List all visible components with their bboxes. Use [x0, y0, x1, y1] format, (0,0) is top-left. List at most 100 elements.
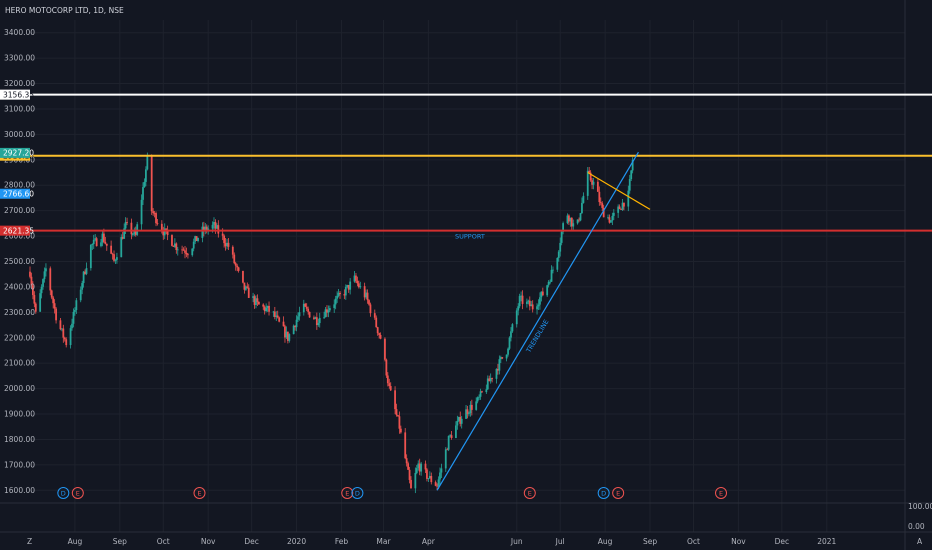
candle-body — [226, 242, 228, 247]
candle-body — [336, 295, 339, 299]
candle-body — [520, 295, 523, 297]
candle-body — [282, 321, 285, 327]
candle-body — [521, 295, 524, 304]
price-tick-label: 3400.00 — [4, 28, 35, 37]
candle-body — [539, 297, 541, 305]
candle-body — [69, 328, 72, 346]
earnings-marker — [193, 487, 206, 499]
earnings-marker — [612, 487, 625, 499]
candle-body — [497, 368, 499, 371]
candle-body — [307, 308, 310, 312]
price-tick-label: 2700.00 — [4, 206, 35, 215]
event-marker-label: D — [601, 489, 606, 497]
candle-body — [124, 222, 127, 229]
time-tick-label: 2021 — [817, 537, 836, 546]
candle-body — [334, 298, 337, 305]
candle-body — [337, 292, 340, 296]
candle-body — [95, 238, 98, 247]
candle-body — [163, 228, 166, 236]
price-axis[interactable]: 3400.003300.003200.003100.003000.002900.… — [0, 28, 35, 495]
candle-body — [546, 285, 549, 296]
candle-body — [536, 306, 538, 310]
candle-body — [628, 179, 631, 191]
candle-body — [491, 378, 494, 379]
candle-body — [114, 259, 117, 261]
candle-body — [465, 409, 467, 419]
price-tick-label: 3300.00 — [4, 54, 35, 63]
candle-body — [488, 378, 491, 382]
candle-body — [547, 281, 550, 286]
candle-body — [468, 413, 470, 415]
candle-body — [457, 417, 460, 421]
candle-body — [244, 286, 247, 290]
candle-body — [29, 271, 31, 277]
candle-body — [530, 304, 533, 307]
candle-body — [75, 300, 78, 310]
time-tick-label: Dec — [775, 537, 790, 546]
candle-body — [42, 279, 44, 287]
time-tick-label: Dec — [244, 537, 259, 546]
candle-body — [294, 325, 297, 328]
candle-body — [611, 215, 614, 221]
candle-body — [121, 237, 124, 239]
price-tick-label: 2100.00 — [4, 359, 35, 368]
candle-body — [576, 219, 579, 224]
candle-body — [420, 463, 423, 472]
candle-body — [63, 337, 66, 340]
candle-body — [549, 281, 551, 283]
candle-body — [207, 228, 210, 231]
candle-body — [60, 328, 63, 330]
time-tick-label: 2020 — [287, 537, 306, 546]
candle-body — [50, 290, 53, 298]
footer-right-glyph[interactable]: A — [917, 537, 923, 546]
candle-body — [618, 206, 621, 210]
candle-body — [591, 180, 593, 185]
candle-body — [85, 268, 88, 274]
candle-body — [194, 236, 197, 242]
event-marker-label: E — [345, 489, 349, 497]
candle-body — [410, 479, 412, 489]
time-tick-label: Mar — [376, 537, 391, 546]
candle-body — [459, 417, 462, 424]
candle-body — [153, 212, 156, 214]
candle-body — [357, 283, 360, 288]
candle-body — [436, 485, 438, 487]
footer-left-glyph[interactable]: Z — [27, 537, 32, 546]
candle-body — [227, 242, 230, 247]
level-price-tag — [0, 89, 30, 100]
candle-body — [126, 222, 128, 223]
candle-body — [275, 315, 278, 317]
candle-body — [599, 202, 602, 204]
candle-body — [34, 303, 37, 312]
price-tag — [0, 188, 30, 199]
candle-body — [246, 286, 249, 288]
price-tag-label: 2927.20 — [3, 149, 34, 158]
candle-body — [140, 199, 143, 225]
candle-body — [101, 233, 104, 243]
candle-body — [557, 251, 560, 258]
time-axis[interactable]: Aug Sep Oct Nov Dec 2020 Feb Mar Apr Jun Jul Aug Sep… — [68, 537, 837, 546]
candle-body — [379, 334, 382, 339]
candle-body — [349, 281, 352, 290]
candle-body — [623, 202, 625, 207]
time-tick-label: Sep — [643, 537, 657, 546]
candle-body — [133, 230, 136, 235]
candle-body — [297, 316, 299, 320]
candle-body — [621, 202, 624, 210]
candle-body — [407, 463, 410, 470]
event-marker-label: E — [528, 489, 532, 497]
candle-body — [617, 206, 620, 213]
candle-body — [65, 339, 68, 346]
candle-body — [195, 236, 198, 242]
candle-body — [469, 404, 472, 414]
candle-body — [104, 241, 107, 244]
candle-body — [446, 449, 449, 451]
event-marker-label: E — [616, 489, 620, 497]
candle-body — [205, 226, 208, 231]
volume-tick-label: 100.00 — [908, 502, 932, 511]
candle-body — [511, 324, 514, 332]
